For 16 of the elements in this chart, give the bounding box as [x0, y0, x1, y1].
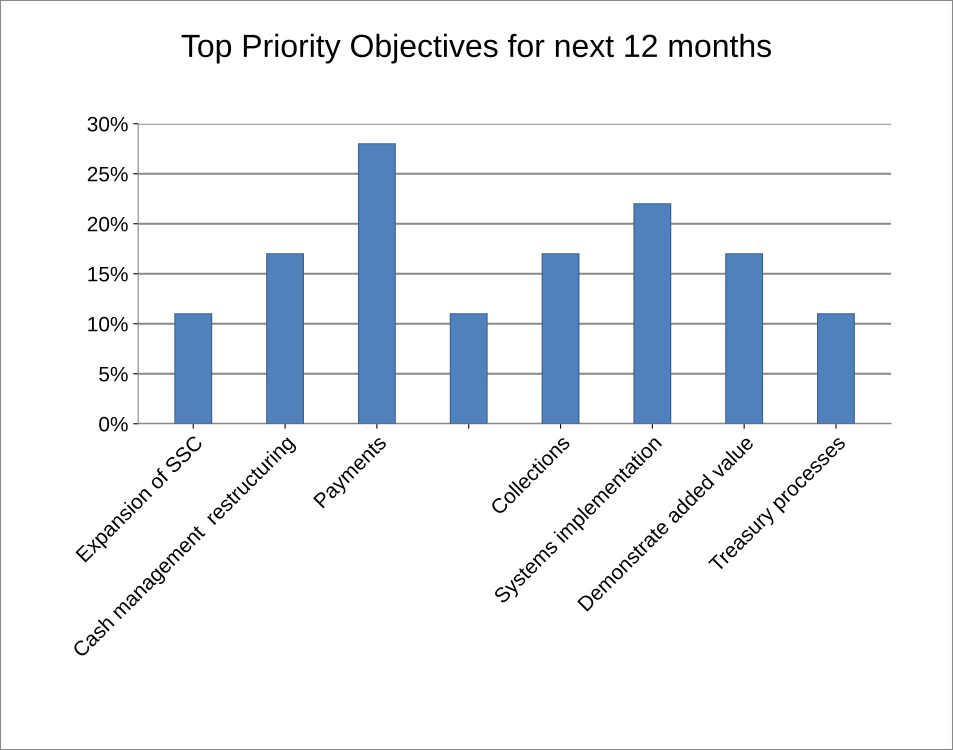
bar	[725, 253, 764, 424]
bar	[633, 203, 672, 424]
bar	[174, 313, 212, 424]
bar	[542, 253, 580, 424]
y-tick-label: 30%	[88, 116, 128, 132]
bar	[817, 313, 855, 424]
bar	[450, 313, 488, 424]
chart-title: Top Priority Objectives for next 12 months	[182, 34, 771, 64]
y-tick-label: 15%	[88, 266, 128, 282]
y-tick-label: 0%	[99, 416, 128, 432]
y-tick-label: 25%	[88, 166, 128, 182]
y-tick-label: 20%	[88, 216, 128, 232]
bar	[266, 253, 304, 424]
y-tick-label: 10%	[88, 316, 128, 332]
bar	[358, 143, 396, 424]
y-tick-label: 5%	[99, 366, 128, 382]
